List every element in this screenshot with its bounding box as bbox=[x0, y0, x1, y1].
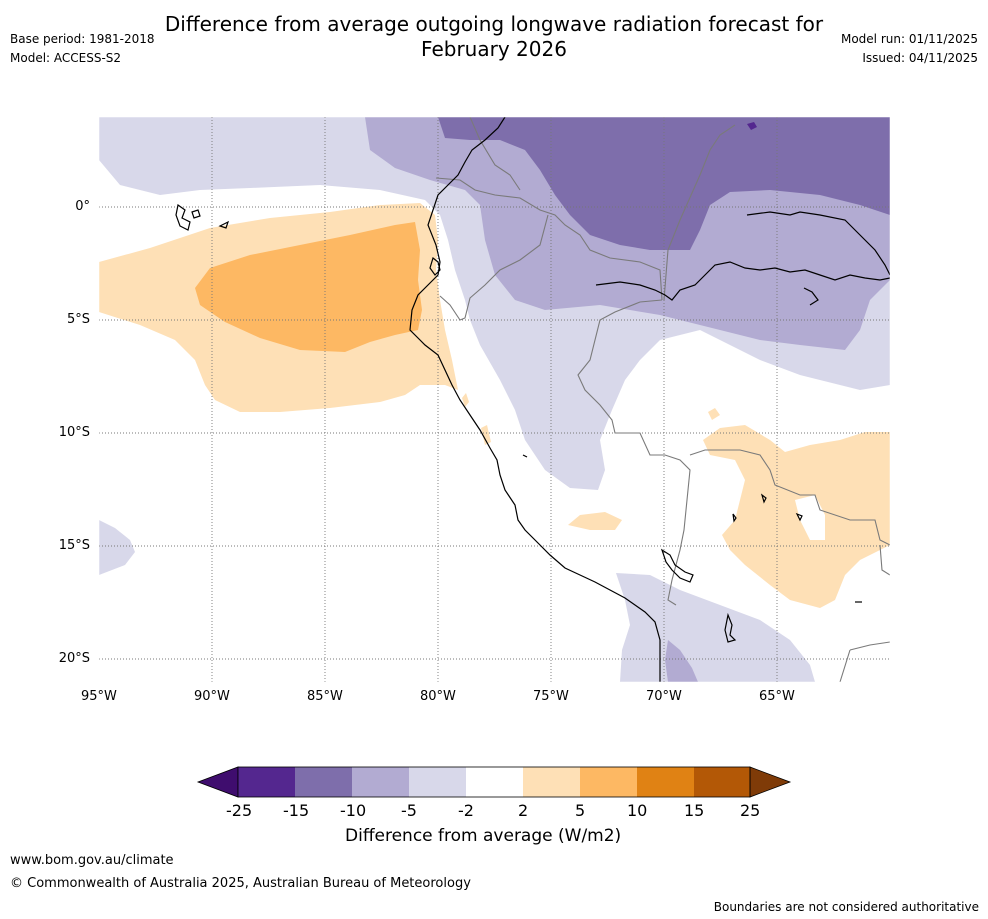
anomaly-region-light-purple-south bbox=[616, 573, 815, 682]
map-frame bbox=[98, 116, 891, 683]
colorbar-tick: 25 bbox=[740, 801, 761, 820]
lon-label: 95°W bbox=[81, 689, 117, 704]
disclaimer: Boundaries are not considered authoritat… bbox=[713, 900, 979, 914]
colorbar-swatch bbox=[637, 767, 694, 797]
colorbar-tick: 15 bbox=[684, 801, 705, 820]
colorbar-swatch bbox=[580, 767, 637, 797]
lat-label: 20°S bbox=[58, 651, 90, 666]
bom-link[interactable]: www.bom.gov.au/climate bbox=[10, 853, 174, 868]
country-borders bbox=[435, 117, 890, 682]
chart-title: Difference from average outgoing longwav… bbox=[0, 12, 988, 62]
lat-label: 5°S bbox=[66, 312, 90, 327]
colorbar-tick: -10 bbox=[340, 801, 367, 820]
colorbar bbox=[196, 766, 792, 798]
lon-label: 80°W bbox=[420, 689, 456, 704]
colorbar-extend-high bbox=[749, 766, 792, 798]
lon-label: 90°W bbox=[194, 689, 230, 704]
anomaly-region-light-purple-west bbox=[99, 520, 135, 575]
model-name: Model: ACCESS-S2 bbox=[10, 51, 122, 65]
anomaly-hole-east bbox=[795, 495, 825, 540]
title-line-2: February 2026 bbox=[421, 37, 567, 61]
colorbar-tick: 10 bbox=[627, 801, 648, 820]
model-run: Model run: 01/11/2025 bbox=[840, 32, 978, 46]
colorbar-tick: 2 bbox=[518, 801, 529, 820]
lat-label: 10°S bbox=[58, 425, 90, 440]
anomaly-patch-coastal-2 bbox=[481, 425, 491, 445]
map-area bbox=[99, 117, 890, 682]
colorbar-swatch bbox=[352, 767, 409, 797]
lon-label: 70°W bbox=[646, 689, 682, 704]
anomaly-patch-inland-small bbox=[708, 408, 720, 420]
anomaly-patch-peru-south bbox=[568, 512, 622, 530]
lon-label: 85°W bbox=[307, 689, 343, 704]
lat-label: 15°S bbox=[58, 538, 90, 553]
colorbar-tick: 5 bbox=[575, 801, 586, 820]
colorbar-swatch bbox=[295, 767, 352, 797]
lon-label: 65°W bbox=[759, 689, 795, 704]
lon-label: 75°W bbox=[533, 689, 569, 704]
colorbar-tick: -5 bbox=[401, 801, 417, 820]
colorbar-swatch bbox=[694, 767, 750, 797]
colorbar-tick: -15 bbox=[283, 801, 310, 820]
colorbar-swatch bbox=[466, 767, 523, 797]
copyright: © Commonwealth of Australia 2025, Austra… bbox=[10, 876, 471, 891]
base-period: Base period: 1981-2018 bbox=[10, 32, 155, 46]
issued-date: Issued: 04/11/2025 bbox=[862, 51, 978, 65]
anomaly-region-orange-core bbox=[195, 222, 422, 352]
anomaly-patch-coastal-1 bbox=[462, 393, 469, 407]
colorbar-extend-low bbox=[196, 766, 239, 798]
colorbar-label: Difference from average (W/m2) bbox=[345, 826, 622, 846]
colorbar-tick: -2 bbox=[458, 801, 474, 820]
coastlines bbox=[175, 117, 890, 682]
title-line-1: Difference from average outgoing longwav… bbox=[164, 12, 824, 36]
anomaly-spot-deep-purple bbox=[747, 122, 757, 130]
anomaly-region-mid-purple-south bbox=[665, 640, 698, 682]
colorbar-tick: -25 bbox=[226, 801, 253, 820]
gridlines bbox=[99, 117, 890, 682]
colorbar-swatch bbox=[238, 767, 295, 797]
anomaly-region-pale-orange-east bbox=[703, 425, 890, 608]
colorbar-swatch bbox=[523, 767, 580, 797]
colorbar-outline bbox=[237, 766, 751, 798]
colorbar-swatch bbox=[409, 767, 466, 797]
lat-label: 0° bbox=[75, 199, 90, 214]
